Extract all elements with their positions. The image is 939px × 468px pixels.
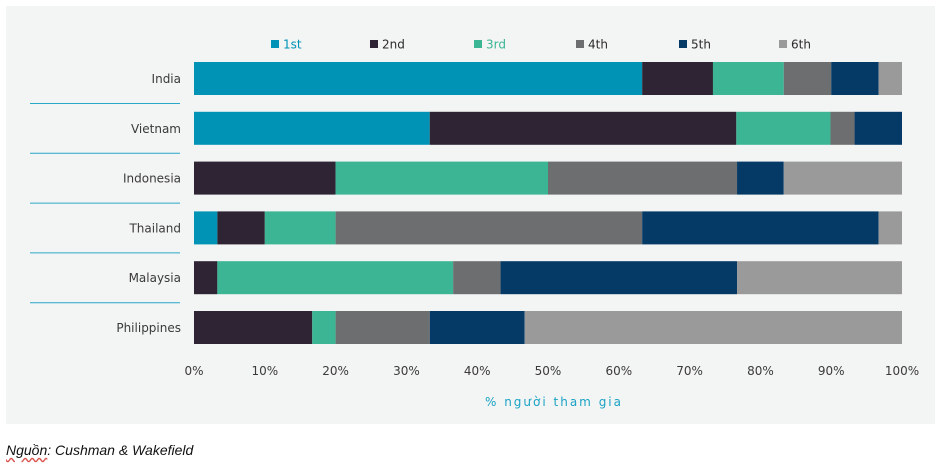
bar-segment-vietnam-2nd — [429, 111, 737, 145]
category-label-indonesia: Indonesia — [123, 172, 181, 186]
x-tick-label: 70% — [676, 364, 703, 378]
legend-item-6th: 6th — [779, 38, 811, 52]
category-label-vietnam: Vietnam — [131, 122, 181, 136]
source-text: : Cushman & Wakefield — [47, 442, 194, 458]
row-separators — [30, 103, 180, 304]
bar-segment-malaysia-2nd — [194, 261, 218, 295]
legend-label-2nd: 2nd — [382, 38, 405, 52]
x-tick-label: 0% — [184, 364, 203, 378]
x-tick-label: 30% — [393, 364, 420, 378]
legend-label-5th: 5th — [691, 38, 711, 52]
legend-swatch-1st — [271, 40, 279, 48]
bar-segment-philippines-2nd — [194, 311, 313, 344]
bar-segment-thailand-1st — [194, 211, 218, 245]
bar-segment-india-4th — [783, 62, 832, 95]
bars — [194, 62, 902, 344]
bar-segment-vietnam-1st — [194, 111, 430, 145]
bar-segment-india-1st — [194, 62, 643, 95]
bar-segment-malaysia-3rd — [217, 261, 454, 295]
bar-segment-vietnam-4th — [830, 111, 855, 145]
stacked-bar-chart: 1st 2nd 3rd 4th 5th 6th India Vietnam Indonesia… — [30, 38, 919, 409]
legend-item-1st: 1st — [271, 38, 302, 52]
x-tick-label: 50% — [535, 364, 562, 378]
bar-segment-india-6th — [878, 62, 902, 95]
x-axis-ticks: 0% 10% 20% 30% 40% 50% 60% 70% 80% 90% 100% — [184, 364, 919, 378]
legend-label-3rd: 3rd — [486, 38, 506, 52]
bar-segment-india-5th — [831, 62, 879, 95]
bar-segment-vietnam-3rd — [736, 111, 831, 145]
bar-segment-thailand-3rd — [264, 211, 336, 245]
bar-row-malaysia — [194, 261, 902, 295]
bar-segment-thailand-5th — [642, 211, 879, 245]
x-tick-label: 10% — [251, 364, 278, 378]
legend-item-5th: 5th — [679, 38, 711, 52]
category-label-india: India — [152, 72, 181, 86]
legend-swatch-2nd — [370, 40, 378, 48]
legend-label-6th: 6th — [791, 38, 811, 52]
bar-segment-malaysia-5th — [500, 261, 738, 295]
source-prefix: Nguồn — [6, 442, 48, 458]
bar-segment-philippines-6th — [524, 311, 902, 344]
bar-row-india — [194, 62, 902, 95]
legend-swatch-5th — [679, 40, 687, 48]
x-tick-label: 20% — [322, 364, 349, 378]
bar-segment-indonesia-5th — [737, 161, 784, 195]
category-label-philippines: Philippines — [116, 321, 181, 335]
bar-segment-india-2nd — [642, 62, 713, 95]
x-tick-label: 60% — [605, 364, 632, 378]
bar-segment-india-3rd — [712, 62, 784, 95]
legend-item-2nd: 2nd — [370, 38, 405, 52]
bar-segment-vietnam-5th — [854, 111, 902, 145]
bar-segment-indonesia-2nd — [194, 161, 336, 195]
bar-segment-philippines-3rd — [312, 311, 336, 344]
category-labels: India Vietnam Indonesia Thailand Malaysia Phi… — [116, 72, 181, 335]
legend-item-4th: 4th — [576, 38, 608, 52]
legend-label-1st: 1st — [283, 38, 302, 52]
bar-segment-indonesia-4th — [548, 161, 738, 195]
bar-segment-indonesia-3rd — [335, 161, 548, 195]
bar-row-vietnam — [194, 111, 902, 145]
bar-row-thailand — [194, 211, 902, 245]
category-label-malaysia: Malaysia — [129, 271, 181, 285]
legend-swatch-3rd — [474, 40, 482, 48]
legend-item-3rd: 3rd — [474, 38, 506, 52]
legend-swatch-6th — [779, 40, 787, 48]
bar-segment-malaysia-6th — [737, 261, 902, 295]
bar-segment-malaysia-4th — [453, 261, 501, 295]
bar-segment-thailand-6th — [878, 211, 902, 245]
bar-segment-philippines-5th — [429, 311, 525, 344]
legend-label-4th: 4th — [588, 38, 608, 52]
bar-row-philippines — [194, 311, 902, 344]
x-axis-label: % người tham gia — [485, 395, 623, 409]
bar-segment-philippines-4th — [335, 311, 430, 344]
bar-segment-thailand-2nd — [217, 211, 265, 245]
bar-row-indonesia — [194, 161, 902, 195]
bar-segment-indonesia-6th — [783, 161, 902, 195]
x-tick-label: 40% — [464, 364, 491, 378]
x-tick-label: 80% — [747, 364, 774, 378]
chart-panel: 1st 2nd 3rd 4th 5th 6th India Vietnam Indonesia… — [6, 6, 935, 424]
x-tick-label: 100% — [885, 364, 919, 378]
legend: 1st 2nd 3rd 4th 5th 6th — [271, 38, 811, 52]
bar-segment-thailand-4th — [335, 211, 643, 245]
x-tick-label: 90% — [818, 364, 845, 378]
legend-swatch-4th — [576, 40, 584, 48]
category-label-thailand: Thailand — [128, 221, 181, 235]
source-note: Nguồn: Cushman & Wakefield — [6, 442, 193, 458]
